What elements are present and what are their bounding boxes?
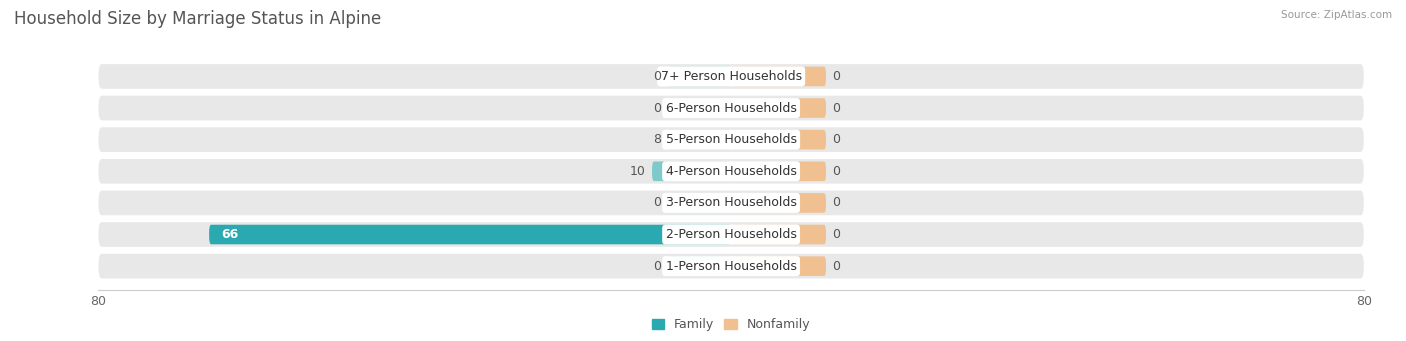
Text: 0: 0 [654,196,661,209]
FancyBboxPatch shape [98,254,1364,279]
Text: 0: 0 [832,102,841,115]
Text: 3-Person Households: 3-Person Households [665,196,797,209]
FancyBboxPatch shape [652,162,731,181]
FancyBboxPatch shape [668,130,731,149]
Legend: Family, Nonfamily: Family, Nonfamily [647,313,815,336]
FancyBboxPatch shape [731,162,825,181]
FancyBboxPatch shape [668,256,731,276]
Text: 0: 0 [832,70,841,83]
FancyBboxPatch shape [731,98,825,118]
Text: 0: 0 [832,260,841,273]
Text: Source: ZipAtlas.com: Source: ZipAtlas.com [1281,10,1392,20]
FancyBboxPatch shape [731,193,825,213]
FancyBboxPatch shape [98,159,1364,183]
Text: Household Size by Marriage Status in Alpine: Household Size by Marriage Status in Alp… [14,10,381,28]
Text: 2-Person Households: 2-Person Households [665,228,797,241]
Text: 1-Person Households: 1-Person Households [665,260,797,273]
Text: 7+ Person Households: 7+ Person Households [661,70,801,83]
Text: 0: 0 [832,165,841,178]
Text: 4-Person Households: 4-Person Households [665,165,797,178]
Text: 0: 0 [832,228,841,241]
FancyBboxPatch shape [209,225,731,244]
Text: 6-Person Households: 6-Person Households [665,102,797,115]
FancyBboxPatch shape [731,225,825,244]
FancyBboxPatch shape [98,127,1364,152]
Text: 66: 66 [221,228,238,241]
Text: 10: 10 [630,165,645,178]
FancyBboxPatch shape [668,66,731,86]
FancyBboxPatch shape [668,98,731,118]
Text: 0: 0 [654,70,661,83]
Text: 8: 8 [654,133,661,146]
FancyBboxPatch shape [731,256,825,276]
FancyBboxPatch shape [98,96,1364,120]
FancyBboxPatch shape [98,191,1364,215]
Text: 5-Person Households: 5-Person Households [665,133,797,146]
FancyBboxPatch shape [731,130,825,149]
FancyBboxPatch shape [731,66,825,86]
FancyBboxPatch shape [668,193,731,213]
FancyBboxPatch shape [98,64,1364,89]
Text: 0: 0 [654,102,661,115]
Text: 0: 0 [654,260,661,273]
Text: 0: 0 [832,133,841,146]
FancyBboxPatch shape [98,222,1364,247]
Text: 0: 0 [832,196,841,209]
